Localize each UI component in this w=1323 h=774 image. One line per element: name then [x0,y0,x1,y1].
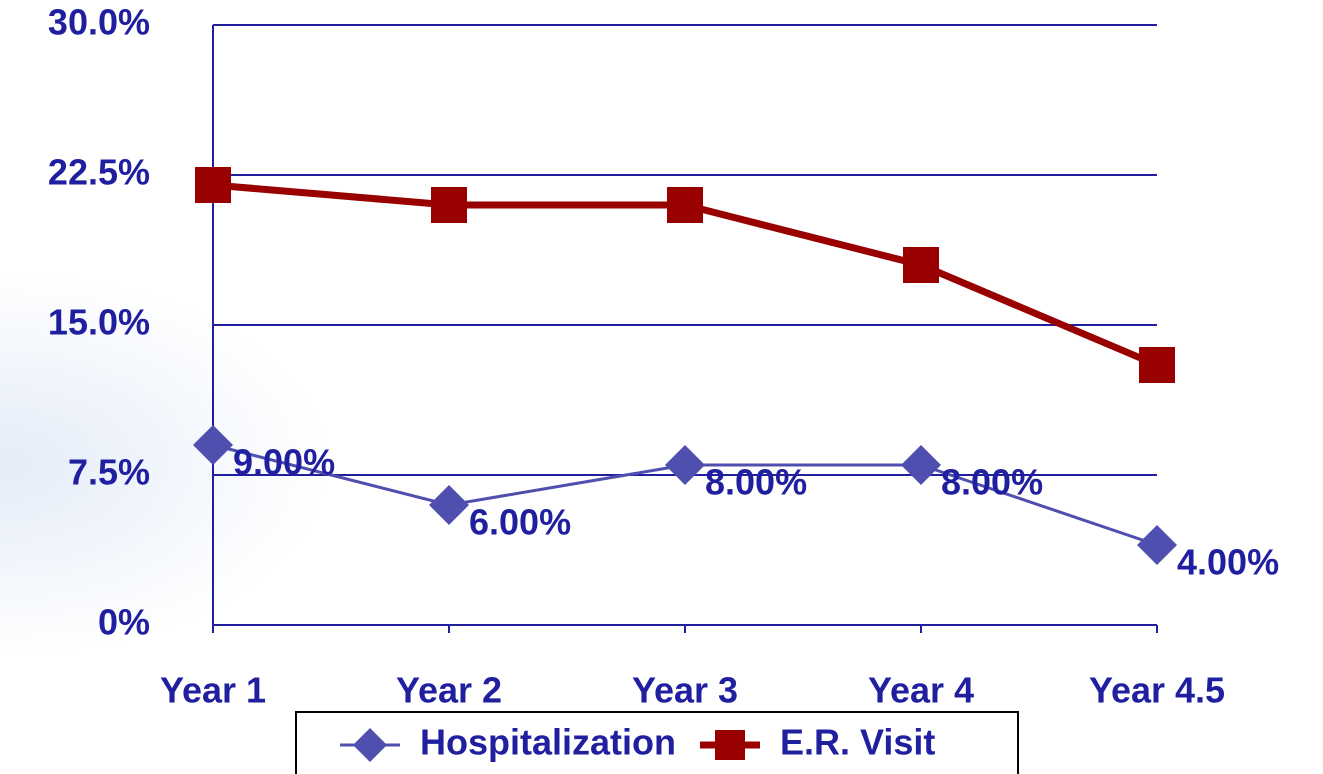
point-marker [667,187,703,223]
point-marker [1139,347,1175,383]
point-marker [901,445,941,485]
x-tick-label: Year 3 [632,670,738,711]
legend-label: Hospitalization [420,722,676,763]
data-label: 8.00% [941,462,1043,503]
legend-label: E.R. Visit [780,722,935,763]
x-tick-label: Year 2 [396,670,502,711]
data-label: 9.00% [233,442,335,483]
data-label: 4.00% [1177,542,1279,583]
legend-box [295,711,1019,774]
data-label: 8.00% [705,462,807,503]
y-tick-label: 30.0% [48,2,150,43]
legend-marker [715,730,745,760]
point-marker [195,167,231,203]
point-marker [1137,525,1177,565]
x-tick-label: Year 4 [868,670,974,711]
point-marker [665,445,705,485]
y-tick-label: 22.5% [48,152,150,193]
point-marker [193,425,233,465]
y-tick-label: 15.0% [48,302,150,343]
y-tick-label: 7.5% [68,452,150,493]
point-marker [431,187,467,223]
x-tick-label: Year 4.5 [1089,670,1225,711]
y-tick-label: 0% [98,602,150,643]
point-marker [903,247,939,283]
legend-marker [353,728,387,762]
data-label: 6.00% [469,502,571,543]
point-marker [429,485,469,525]
x-tick-label: Year 1 [160,670,266,711]
